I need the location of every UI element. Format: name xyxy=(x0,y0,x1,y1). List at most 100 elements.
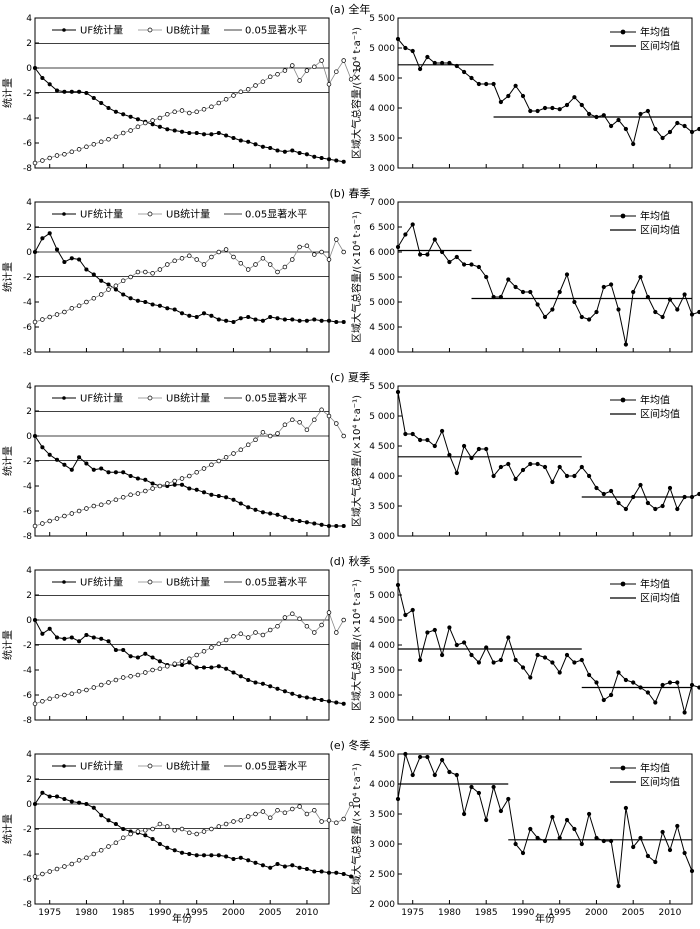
ub-point xyxy=(150,118,155,123)
uf-point xyxy=(187,660,192,665)
y-tick-label: 3 500 xyxy=(369,502,395,512)
legend-annual-label: 年均值 xyxy=(640,578,670,591)
ub-point xyxy=(209,826,214,832)
annual-point xyxy=(528,461,533,467)
annual-point xyxy=(403,751,408,757)
y-axis-label: 区域大气总容量/(×10⁴ t·a⁻¹) xyxy=(350,211,363,343)
annual-point xyxy=(425,437,430,443)
annual-point xyxy=(528,289,533,295)
annual-point xyxy=(491,294,496,300)
legend-annual-label: 年均值 xyxy=(640,394,670,407)
ub-point xyxy=(91,851,97,857)
uf-point xyxy=(238,316,243,321)
uf-point xyxy=(224,854,229,859)
annual-point xyxy=(542,838,548,844)
ub-point xyxy=(76,858,82,863)
y-tick-label: 4 000 xyxy=(369,780,395,790)
legend-annual-label: 年均值 xyxy=(640,762,670,775)
annual-point xyxy=(395,244,401,250)
y-tick-label: 2 xyxy=(26,223,32,233)
ub-point xyxy=(143,828,148,833)
uf-point xyxy=(106,818,111,823)
uf-point xyxy=(209,492,214,497)
y-tick-label: -6 xyxy=(23,323,32,333)
annual-point xyxy=(594,114,599,120)
uf-point xyxy=(150,122,155,127)
x-axis-label: 年份 xyxy=(172,912,192,925)
uf-point xyxy=(69,467,74,472)
uf-point xyxy=(290,148,295,153)
ub-point xyxy=(334,820,339,826)
ub-point xyxy=(231,819,236,824)
y-tick-label: -8 xyxy=(23,348,32,358)
y-tick-label: -2 xyxy=(23,825,32,835)
uf-point xyxy=(341,523,346,529)
uf-point xyxy=(341,319,346,325)
uf-point xyxy=(282,149,287,154)
uf-point xyxy=(165,306,170,311)
x-tick-label: 2010 xyxy=(295,908,318,918)
ub-point xyxy=(223,455,229,460)
annual-point xyxy=(520,850,526,856)
y-tick-label: 3 500 xyxy=(369,666,395,676)
mk-plot: -8 -6 -4 -2 0 2 4 统计量 UF统计量 UB统计量 0.05显著水平 xyxy=(1,14,361,174)
uf-point xyxy=(187,486,192,491)
y-tick-label: 3 500 xyxy=(369,810,395,820)
y-tick-label: 5 000 xyxy=(369,412,395,422)
uf-point xyxy=(246,858,251,863)
ub-point xyxy=(157,666,163,672)
ub-point xyxy=(194,257,199,262)
ub-point xyxy=(91,685,97,690)
annual-point xyxy=(587,672,592,678)
annual-point xyxy=(528,108,533,114)
ub-point xyxy=(334,237,339,242)
ub-point xyxy=(304,427,310,433)
uf-point xyxy=(231,135,236,141)
uf-point xyxy=(77,89,82,94)
y-tick-label: -8 xyxy=(23,532,32,542)
ub-point xyxy=(326,82,332,87)
ub-point xyxy=(297,244,302,250)
annual-point xyxy=(425,754,430,760)
uf-point xyxy=(113,821,118,827)
ub-point xyxy=(304,811,310,817)
uf-point xyxy=(54,88,60,93)
annual-point xyxy=(447,259,452,265)
ub-point xyxy=(172,109,177,115)
annual-point xyxy=(587,317,592,322)
annual-point xyxy=(675,307,680,312)
uf-point xyxy=(77,800,82,805)
ub-point xyxy=(297,78,302,83)
uf-point xyxy=(297,694,302,699)
ub-point xyxy=(312,808,317,813)
uf-point xyxy=(224,495,229,500)
ub-point xyxy=(312,252,317,257)
y-tick-label: 4 500 xyxy=(369,616,395,626)
annual-point xyxy=(609,123,614,129)
annual-point xyxy=(645,294,651,300)
annual-point xyxy=(564,272,570,277)
uf-point xyxy=(260,863,265,868)
capacity-plot: 2 500 3 000 3 500 4 000 4 500 5 000 5 500 区域大气总… xyxy=(350,566,700,726)
annual-point xyxy=(513,284,518,290)
y-axis-label: 统计量 xyxy=(1,814,14,844)
ub-point xyxy=(98,502,104,508)
uf-point xyxy=(268,684,273,689)
uf-point xyxy=(99,278,104,283)
uf-point xyxy=(224,666,229,671)
annual-point xyxy=(418,252,423,257)
annual-point xyxy=(645,500,651,506)
uf-point xyxy=(179,662,185,668)
ub-point xyxy=(54,153,60,158)
ub-point xyxy=(76,508,82,514)
uf-point xyxy=(238,674,243,679)
uf-point xyxy=(84,461,89,466)
uf-point xyxy=(253,142,258,147)
ub-point xyxy=(165,824,170,829)
mk-plot: -8 -6 -4 -2 0 2 4 统计量 UF统计量 UB统计量 0.05显著水平 xyxy=(1,198,346,358)
ub-point xyxy=(84,855,89,861)
uf-point xyxy=(246,314,251,320)
ub-point xyxy=(267,433,273,439)
uf-point xyxy=(165,127,170,132)
